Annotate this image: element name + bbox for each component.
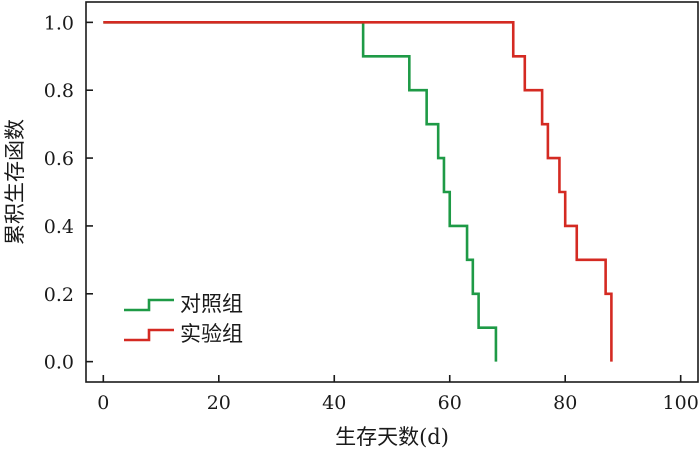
legend-label: 对照组	[180, 292, 243, 316]
legend-label: 实验组	[180, 322, 243, 346]
y-tick-label: 0.0	[44, 352, 74, 374]
series-layer	[103, 21, 613, 362]
legend-swatch	[124, 298, 174, 312]
y-tick-label: 0.8	[44, 80, 74, 102]
y-axis-ticks: 0.0 0.2 0.4 0.6 0.8 1.0	[44, 12, 93, 374]
legend-swatch	[124, 328, 174, 342]
x-axis-title: 生存天数(d)	[335, 425, 449, 449]
series-line-control	[103, 21, 498, 362]
x-tick-label: 20	[207, 392, 231, 414]
plot-frame	[85, 1, 699, 383]
x-tick-label: 0	[97, 392, 109, 414]
y-axis-title: 累积生存函数	[3, 119, 27, 245]
y-tick-label: 0.2	[44, 284, 74, 306]
y-tick-label: 0.4	[44, 216, 74, 238]
x-tick-label: 100	[663, 392, 699, 414]
x-tick-label: 40	[322, 392, 346, 414]
y-tick-label: 1.0	[44, 12, 74, 34]
y-tick-label: 0.6	[44, 148, 74, 170]
x-tick-label: 80	[553, 392, 577, 414]
x-tick-label: 60	[438, 392, 462, 414]
x-axis-ticks: 0 20 40 60 80 100	[97, 375, 699, 414]
plot-area	[85, 1, 699, 383]
series-line-experimental	[103, 21, 613, 362]
